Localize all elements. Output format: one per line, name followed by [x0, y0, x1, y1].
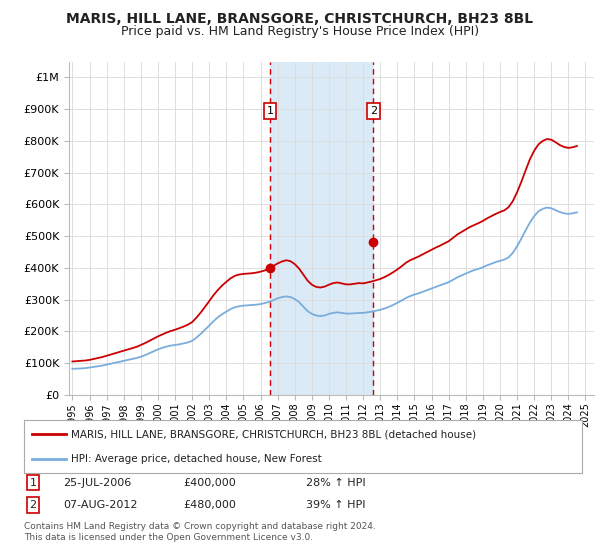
Text: 1: 1 — [29, 478, 37, 488]
Text: £480,000: £480,000 — [183, 500, 236, 510]
Text: Price paid vs. HM Land Registry's House Price Index (HPI): Price paid vs. HM Land Registry's House … — [121, 25, 479, 38]
Text: 28% ↑ HPI: 28% ↑ HPI — [306, 478, 365, 488]
Text: 25-JUL-2006: 25-JUL-2006 — [63, 478, 131, 488]
Text: 2: 2 — [370, 106, 377, 116]
Text: This data is licensed under the Open Government Licence v3.0.: This data is licensed under the Open Gov… — [24, 533, 313, 542]
Text: 2: 2 — [29, 500, 37, 510]
Text: 39% ↑ HPI: 39% ↑ HPI — [306, 500, 365, 510]
Text: Contains HM Land Registry data © Crown copyright and database right 2024.: Contains HM Land Registry data © Crown c… — [24, 522, 376, 531]
Text: 07-AUG-2012: 07-AUG-2012 — [63, 500, 137, 510]
Text: MARIS, HILL LANE, BRANSGORE, CHRISTCHURCH, BH23 8BL: MARIS, HILL LANE, BRANSGORE, CHRISTCHURC… — [67, 12, 533, 26]
Text: HPI: Average price, detached house, New Forest: HPI: Average price, detached house, New … — [71, 454, 322, 464]
Bar — [270, 62, 373, 395]
Text: 1: 1 — [266, 106, 274, 116]
Text: £400,000: £400,000 — [183, 478, 236, 488]
Text: MARIS, HILL LANE, BRANSGORE, CHRISTCHURCH, BH23 8BL (detached house): MARIS, HILL LANE, BRANSGORE, CHRISTCHURC… — [71, 430, 476, 440]
